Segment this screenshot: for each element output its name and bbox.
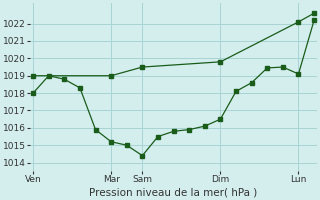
X-axis label: Pression niveau de la mer( hPa ): Pression niveau de la mer( hPa ): [90, 187, 258, 197]
